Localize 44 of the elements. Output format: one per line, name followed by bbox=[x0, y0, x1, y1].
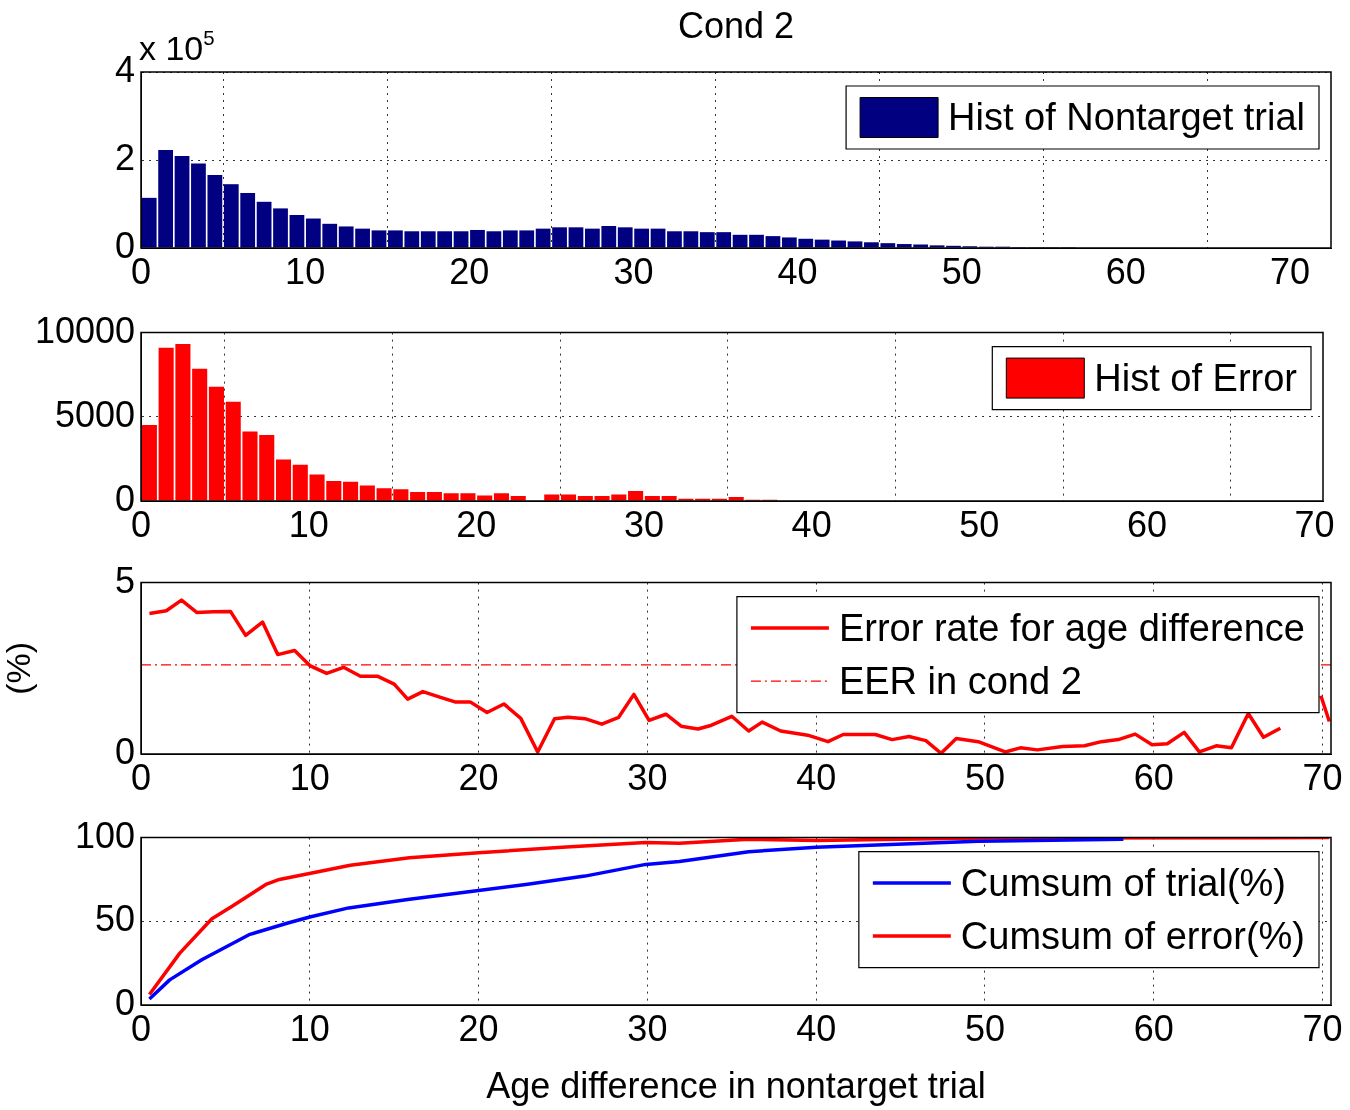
legend-label: Cumsum of error(%) bbox=[960, 914, 1305, 957]
x-tick-label: 60 bbox=[1133, 1007, 1174, 1049]
x-tick-label: 10 bbox=[285, 250, 326, 292]
x-tick-label: 60 bbox=[1126, 503, 1167, 545]
x-tick-label: 20 bbox=[456, 503, 497, 545]
x-tick-label: 30 bbox=[613, 250, 654, 292]
x-tick-label: 50 bbox=[964, 756, 1005, 798]
y-tick-label: 4 bbox=[114, 48, 135, 90]
x-tick-label: 20 bbox=[458, 1007, 499, 1049]
y-axis-title: (%) bbox=[0, 641, 37, 695]
x-tick-label: 70 bbox=[1302, 1007, 1343, 1049]
legend-label: Hist of Error bbox=[1094, 356, 1298, 399]
x-tick-label: 30 bbox=[627, 756, 668, 798]
x-tick-label: 40 bbox=[796, 1007, 837, 1049]
x-tick-label: 10 bbox=[289, 756, 330, 798]
y-tick-label: 5000 bbox=[54, 393, 135, 435]
x-tick-label: 70 bbox=[1294, 503, 1335, 545]
legend-label: Cumsum of trial(%) bbox=[960, 861, 1286, 904]
y-tick-label: 50 bbox=[94, 898, 135, 940]
x-tick-label: 30 bbox=[623, 503, 664, 545]
x-tick-label: 30 bbox=[627, 1007, 668, 1049]
chart-title: Cond 2 bbox=[677, 5, 795, 46]
x-tick-label: 40 bbox=[791, 503, 832, 545]
x-tick-label: 50 bbox=[959, 503, 1000, 545]
y-tick-label: 10000 bbox=[34, 309, 135, 351]
x-tick-label: 10 bbox=[289, 1007, 330, 1049]
x-tick-label: 60 bbox=[1105, 250, 1146, 292]
x-tick-label: 50 bbox=[964, 1007, 1005, 1049]
y-tick-label: 5 bbox=[114, 559, 135, 601]
y-tick-label: 100 bbox=[74, 814, 135, 856]
legend-label: Hist of Nontarget trial bbox=[948, 95, 1305, 138]
x-tick-label: 40 bbox=[796, 756, 837, 798]
y-tick-label: 2 bbox=[114, 136, 135, 178]
ref-line-label: EER in cond 2 bbox=[838, 659, 1082, 702]
x-tick-label: 40 bbox=[777, 250, 818, 292]
x-axis-title: Age difference in nontarget trial bbox=[486, 1065, 986, 1107]
legend-label: Error rate for age difference bbox=[838, 606, 1305, 649]
x-tick-label: 50 bbox=[941, 250, 982, 292]
x-tick-label: 10 bbox=[288, 503, 329, 545]
x-tick-label: 20 bbox=[458, 756, 499, 798]
x-tick-label: 20 bbox=[449, 250, 490, 292]
x-tick-label: 70 bbox=[1269, 250, 1310, 292]
x-tick-label: 70 bbox=[1302, 756, 1343, 798]
x-tick-label: 60 bbox=[1133, 756, 1174, 798]
